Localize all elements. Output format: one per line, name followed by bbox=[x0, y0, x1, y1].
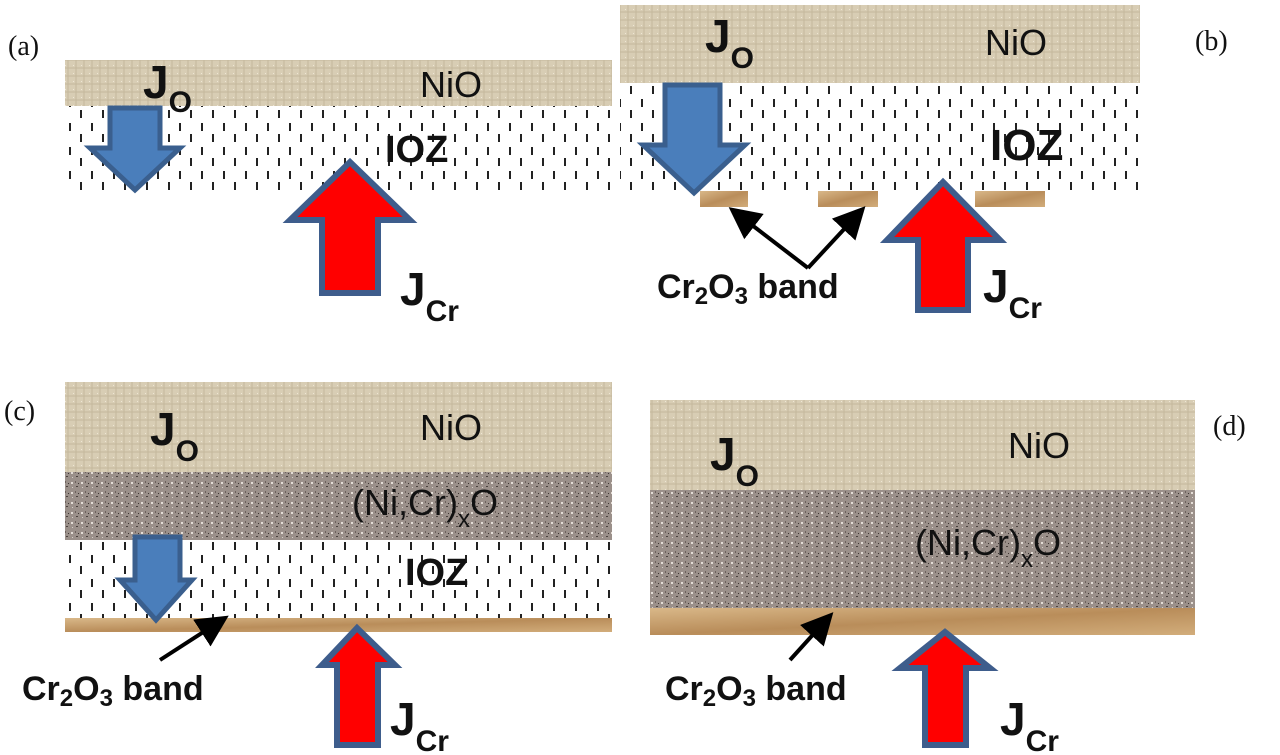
ioz-label: IOZ bbox=[385, 129, 448, 171]
chromium-flux-arrow bbox=[891, 628, 999, 748]
oxygen-flux-arrow bbox=[636, 82, 752, 197]
chromium-flux-label: JCr bbox=[983, 260, 1042, 325]
oxygen-flux-arrow bbox=[83, 105, 187, 194]
chromium-flux-label: JCr bbox=[1000, 693, 1059, 755]
pointer-arrow bbox=[728, 207, 810, 270]
panel-d: (d) NiO (Ni,Cr)xO JO JCr Cr2O3 band bbox=[650, 400, 1246, 755]
nio-label: NiO bbox=[985, 22, 1047, 63]
cr2o3-band-segment bbox=[700, 191, 748, 207]
chromium-flux-label: JCr bbox=[390, 693, 449, 755]
nio-layer bbox=[650, 400, 1195, 490]
mixed-oxide-label: (Ni,Cr)xO bbox=[915, 522, 1061, 573]
oxygen-flux-arrow bbox=[114, 534, 198, 624]
mixed-oxide-layer bbox=[650, 490, 1195, 608]
panel-b: (b) NiO IOZ JO JCr Cr2O3 band bbox=[620, 5, 1228, 325]
panel-label: (c) bbox=[4, 396, 35, 427]
chromium-flux-arrow bbox=[282, 157, 418, 296]
panel-label: (d) bbox=[1213, 411, 1246, 442]
cr2o3-band-label: Cr2O3 band bbox=[657, 268, 839, 310]
nio-label: NiO bbox=[420, 64, 482, 105]
oxygen-flux-label: JO bbox=[150, 403, 199, 468]
cr2o3-band bbox=[65, 618, 612, 632]
panel-label: (a) bbox=[8, 31, 39, 62]
ioz-label: IOZ bbox=[405, 552, 468, 594]
chromium-flux-arrow bbox=[879, 177, 1008, 313]
nio-layer bbox=[65, 382, 612, 472]
ioz-label: IOZ bbox=[990, 121, 1063, 170]
cr2o3-band-label: Cr2O3 band bbox=[665, 670, 847, 712]
pointer-arrow bbox=[158, 615, 229, 662]
chromium-flux-arrow bbox=[315, 623, 403, 748]
mixed-oxide-label: (Ni,Cr)xO bbox=[352, 482, 498, 533]
oxygen-flux-label: JO bbox=[143, 56, 192, 119]
nio-label: NiO bbox=[420, 407, 482, 448]
cr2o3-band-label: Cr2O3 band bbox=[22, 670, 204, 712]
nio-layer bbox=[620, 5, 1140, 83]
chromium-flux-label: JCr bbox=[400, 263, 459, 328]
pointer-arrow bbox=[788, 612, 834, 662]
panel-label: (b) bbox=[1195, 26, 1228, 57]
panel-a: (a) NiO IOZ JO JCr bbox=[8, 31, 612, 328]
oxygen-flux-label: JO bbox=[710, 428, 759, 493]
panel-c: (c) NiO (Ni,Cr)xO IOZ JO JCr Cr2O3 band bbox=[4, 382, 612, 755]
pointer-arrow bbox=[806, 206, 866, 270]
oxygen-flux-label: JO bbox=[705, 10, 754, 75]
mixed-oxide-layer bbox=[65, 472, 612, 540]
cr2o3-band-segment bbox=[975, 191, 1045, 207]
cr2o3-band-segment bbox=[818, 191, 878, 207]
nio-layer bbox=[65, 60, 612, 106]
cr2o3-band bbox=[650, 608, 1195, 635]
nio-label: NiO bbox=[1008, 425, 1070, 466]
